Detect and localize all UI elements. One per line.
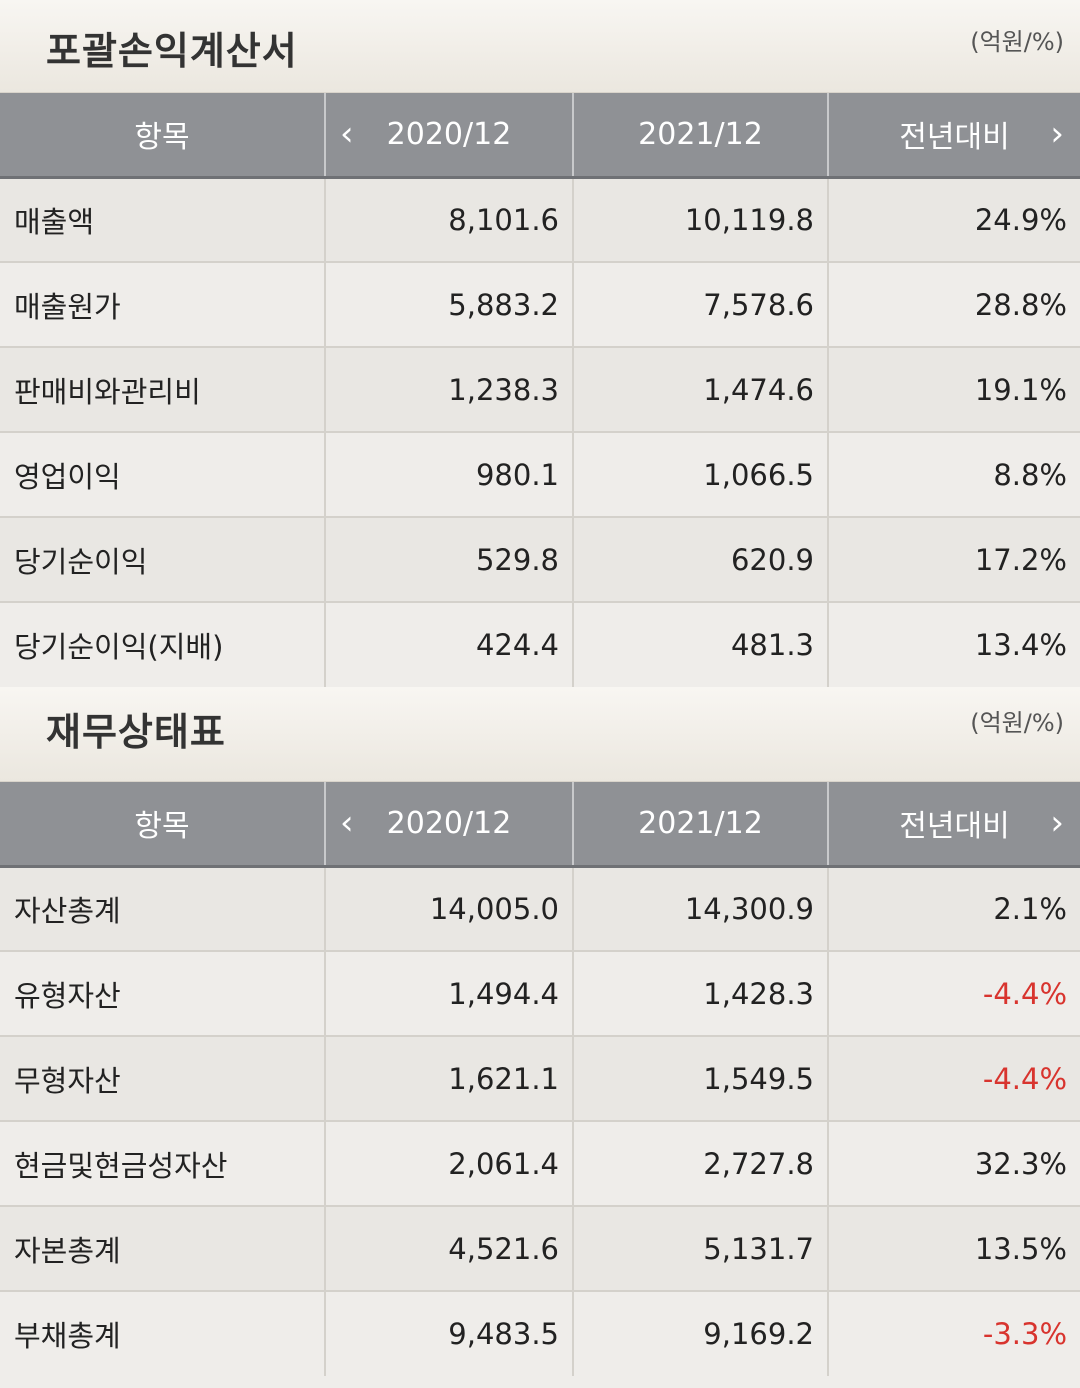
value-2021: 1,549.5 xyxy=(572,1035,828,1121)
chevron-right-icon[interactable]: › xyxy=(1050,803,1064,844)
value-yoy: 2.1% xyxy=(827,865,1080,951)
table-row: 판매비와관리비 1,238.3 1,474.6 19.1% xyxy=(0,346,1080,432)
row-label: 영업이익 xyxy=(0,431,325,517)
table-row: 영업이익 980.1 1,066.5 8.8% xyxy=(0,431,1080,517)
table-row: 유형자산 1,494.4 1,428.3 -4.4% xyxy=(0,950,1080,1036)
value-yoy: 32.3% xyxy=(827,1120,1080,1206)
value-2021: 9,169.2 xyxy=(572,1290,828,1376)
row-label: 유형자산 xyxy=(0,950,325,1036)
value-yoy: -3.3% xyxy=(827,1290,1080,1376)
table-row: 무형자산 1,621.1 1,549.5 -4.4% xyxy=(0,1035,1080,1121)
col-header-2021: 2021/12 xyxy=(572,93,828,179)
value-2021: 620.9 xyxy=(572,516,828,602)
value-2020: 14,005.0 xyxy=(324,865,573,951)
value-2020: 529.8 xyxy=(324,516,573,602)
chevron-left-icon[interactable]: ‹ xyxy=(340,803,354,844)
table-row: 당기순이익 529.8 620.9 17.2% xyxy=(0,516,1080,602)
value-2021: 5,131.7 xyxy=(572,1205,828,1291)
value-yoy: 8.8% xyxy=(827,431,1080,517)
table-row: 현금및현금성자산 2,061.4 2,727.8 32.3% xyxy=(0,1120,1080,1206)
balance-table: 항목 ‹ 2020/12 2021/12 전년대비 › 자산총계 14,005.… xyxy=(0,782,1080,1376)
row-label: 당기순이익 xyxy=(0,516,325,602)
value-2021: 481.3 xyxy=(572,601,828,687)
income-header-row: 항목 ‹ 2020/12 2021/12 전년대비 › xyxy=(0,93,1080,179)
value-2021: 1,474.6 xyxy=(572,346,828,432)
row-label: 판매비와관리비 xyxy=(0,346,325,432)
value-2020: 5,883.2 xyxy=(324,261,573,347)
value-2020: 8,101.6 xyxy=(324,176,573,262)
table-row: 부채총계 9,483.5 9,169.2 -3.3% xyxy=(0,1290,1080,1376)
value-yoy: 13.4% xyxy=(827,601,1080,687)
value-2020: 4,521.6 xyxy=(324,1205,573,1291)
table-row: 매출원가 5,883.2 7,578.6 28.8% xyxy=(0,261,1080,347)
row-label: 매출액 xyxy=(0,176,325,262)
balance-unit: (억원/%) xyxy=(970,709,1064,737)
value-2021: 14,300.9 xyxy=(572,865,828,951)
balance-body: 자산총계 14,005.0 14,300.9 2.1% 유형자산 1,494.4… xyxy=(0,865,1080,1376)
value-2021: 2,727.8 xyxy=(572,1120,828,1206)
row-label: 자본총계 xyxy=(0,1205,325,1291)
value-yoy: 17.2% xyxy=(827,516,1080,602)
row-label: 매출원가 xyxy=(0,261,325,347)
value-2020: 2,061.4 xyxy=(324,1120,573,1206)
balance-header-row: 항목 ‹ 2020/12 2021/12 전년대비 › xyxy=(0,782,1080,868)
col-header-yoy: 전년대비 › xyxy=(827,93,1080,179)
value-2020: 1,494.4 xyxy=(324,950,573,1036)
value-2021: 1,066.5 xyxy=(572,431,828,517)
value-2020: 9,483.5 xyxy=(324,1290,573,1376)
income-title: 포괄손익계산서 xyxy=(46,29,298,73)
col-header-yoy: 전년대비 › xyxy=(827,782,1080,868)
chevron-right-icon[interactable]: › xyxy=(1050,114,1064,155)
value-2020: 424.4 xyxy=(324,601,573,687)
chevron-left-icon[interactable]: ‹ xyxy=(340,114,354,155)
income-table: 항목 ‹ 2020/12 2021/12 전년대비 › 매출액 8,101.6 … xyxy=(0,93,1080,687)
row-label: 무형자산 xyxy=(0,1035,325,1121)
value-2020: 980.1 xyxy=(324,431,573,517)
value-yoy: -4.4% xyxy=(827,950,1080,1036)
value-2021: 1,428.3 xyxy=(572,950,828,1036)
table-row: 매출액 8,101.6 10,119.8 24.9% xyxy=(0,176,1080,262)
row-label: 당기순이익(지배) xyxy=(0,601,325,687)
income-unit: (억원/%) xyxy=(970,28,1064,56)
income-body: 매출액 8,101.6 10,119.8 24.9% 매출원가 5,883.2 … xyxy=(0,176,1080,687)
col-header-2020-label: 2020/12 xyxy=(386,116,512,152)
balance-title: 재무상태표 xyxy=(46,710,226,754)
value-2021: 10,119.8 xyxy=(572,176,828,262)
value-2020: 1,621.1 xyxy=(324,1035,573,1121)
col-header-2020: ‹ 2020/12 xyxy=(324,93,573,179)
value-2020: 1,238.3 xyxy=(324,346,573,432)
value-2021: 7,578.6 xyxy=(572,261,828,347)
col-header-2021: 2021/12 xyxy=(572,782,828,868)
balance-section-header: 재무상태표 (억원/%) xyxy=(0,687,1080,782)
row-label: 현금및현금성자산 xyxy=(0,1120,325,1206)
col-header-yoy-label: 전년대비 xyxy=(899,120,1010,156)
table-row: 당기순이익(지배) 424.4 481.3 13.4% xyxy=(0,601,1080,687)
table-row: 자본총계 4,521.6 5,131.7 13.5% xyxy=(0,1205,1080,1291)
row-label: 자산총계 xyxy=(0,865,325,951)
col-header-item: 항목 xyxy=(0,782,325,868)
value-yoy: 13.5% xyxy=(827,1205,1080,1291)
value-yoy: -4.4% xyxy=(827,1035,1080,1121)
value-yoy: 28.8% xyxy=(827,261,1080,347)
table-row: 자산총계 14,005.0 14,300.9 2.1% xyxy=(0,865,1080,951)
col-header-2020: ‹ 2020/12 xyxy=(324,782,573,868)
value-yoy: 19.1% xyxy=(827,346,1080,432)
income-section-header: 포괄손익계산서 (억원/%) xyxy=(0,0,1080,93)
col-header-2020-label: 2020/12 xyxy=(386,805,512,841)
col-header-yoy-label: 전년대비 xyxy=(899,809,1010,845)
col-header-item: 항목 xyxy=(0,93,325,179)
row-label: 부채총계 xyxy=(0,1290,325,1376)
value-yoy: 24.9% xyxy=(827,176,1080,262)
